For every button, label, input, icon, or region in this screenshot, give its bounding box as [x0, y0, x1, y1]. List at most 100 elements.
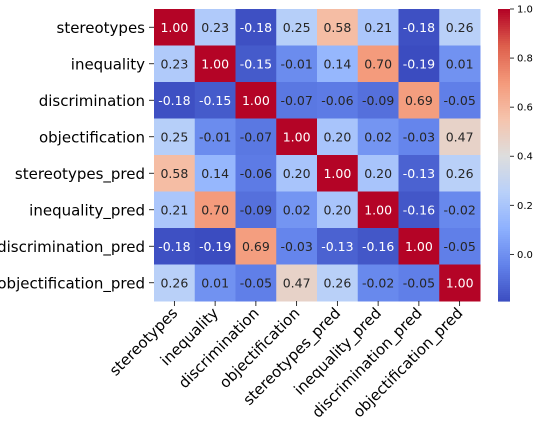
- heatmap-cell: [357, 45, 399, 83]
- colorbar-segment: [498, 291, 510, 294]
- heatmap-cell: [154, 9, 196, 46]
- cell-value-label: 1.00: [405, 239, 433, 254]
- heatmap-cell: [154, 264, 196, 302]
- cell-value-label: 0.58: [323, 20, 351, 35]
- colorbar-segment: [498, 211, 510, 214]
- heatmap-cell: [398, 82, 440, 119]
- y-tick-label: inequality_pred: [29, 201, 145, 220]
- colorbar-segment: [498, 93, 510, 96]
- colorbar-tick-label: 1.0: [517, 5, 533, 16]
- colorbar-segment: [498, 147, 510, 150]
- colorbar-segment: [498, 295, 510, 298]
- cell-value-label: 0.69: [405, 93, 433, 108]
- heatmap-cell: [154, 45, 196, 83]
- colorbar-segment: [498, 177, 510, 180]
- colorbar-tick-label: 0.2: [517, 201, 533, 212]
- heatmap-cell: [276, 155, 318, 192]
- cell-value-label: 0.23: [201, 20, 229, 35]
- colorbar-segment: [498, 141, 510, 144]
- cell-value-label: -0.18: [158, 93, 190, 108]
- colorbar-segment: [498, 241, 510, 244]
- cell-value-label: -0.05: [403, 275, 435, 290]
- colorbar-segment: [498, 59, 510, 62]
- cell-value-label: 1.00: [160, 20, 188, 35]
- colorbar-segment: [498, 31, 510, 34]
- cell-value-label: -0.05: [443, 93, 475, 108]
- colorbar-segment: [498, 181, 510, 184]
- colorbar-segment: [498, 287, 510, 290]
- colorbar-segment: [498, 139, 510, 142]
- cell-value-label: 1.00: [323, 166, 351, 181]
- cell-value-label: 0.14: [201, 166, 229, 181]
- cell-value-label: 0.70: [364, 56, 392, 71]
- colorbar: 1.0 0.8 0.6 0.4 0.2 0.0: [498, 5, 533, 302]
- heatmap-cell: [439, 191, 481, 229]
- colorbar-segment: [498, 145, 510, 148]
- colorbar-segment: [498, 195, 510, 198]
- colorbar-tick-label: 0.8: [517, 54, 533, 65]
- heatmap-cell: [317, 9, 359, 46]
- cell-value-label: 0.69: [242, 239, 270, 254]
- heatmap-cell: [357, 191, 399, 229]
- cell-value-label: 0.26: [446, 166, 474, 181]
- heatmap-cell: [154, 155, 196, 192]
- colorbar-segment: [498, 75, 510, 78]
- y-tick-label: objectification: [39, 128, 145, 146]
- heatmap-cell: [357, 9, 399, 46]
- heatmap-cell: [317, 45, 359, 83]
- colorbar-segment: [498, 129, 510, 132]
- y-tick-label: objectification_pred: [0, 274, 145, 293]
- heatmap-cell: [235, 191, 277, 229]
- heatmap-cell: [439, 228, 481, 265]
- colorbar-segment: [498, 163, 510, 166]
- colorbar-segment: [498, 49, 510, 52]
- heatmap-cell: [439, 264, 481, 302]
- heatmap-cell: [398, 264, 440, 302]
- colorbar-segment: [498, 105, 510, 108]
- colorbar-segment: [498, 109, 510, 112]
- colorbar-segment: [498, 299, 510, 302]
- colorbar-segment: [498, 225, 510, 228]
- colorbar-segment: [498, 113, 510, 116]
- cell-value-label: 0.01: [446, 56, 474, 71]
- colorbar-segment: [498, 87, 510, 90]
- colorbar-segment: [498, 251, 510, 254]
- cell-value-label: -0.05: [240, 275, 272, 290]
- heatmap-cell: [398, 45, 440, 83]
- colorbar-segment: [498, 99, 510, 102]
- cell-value-label: 0.26: [323, 275, 351, 290]
- colorbar-segment: [498, 127, 510, 130]
- colorbar-segment: [498, 165, 510, 168]
- colorbar-segment: [498, 63, 510, 66]
- colorbar-tick-label: 0.0: [517, 250, 533, 261]
- colorbar-segment: [498, 91, 510, 94]
- colorbar-segment: [498, 149, 510, 152]
- cell-value-label: 0.26: [160, 275, 188, 290]
- colorbar-segment: [498, 197, 510, 200]
- colorbar-segment: [498, 13, 510, 16]
- colorbar-segment: [498, 69, 510, 72]
- cell-value-label: 0.14: [323, 56, 351, 71]
- heatmap-cell: [154, 191, 196, 229]
- colorbar-segment: [498, 269, 510, 272]
- y-tick-label: discrimination: [39, 92, 145, 110]
- heatmap-cell: [317, 155, 359, 192]
- colorbar-segment: [498, 209, 510, 212]
- colorbar-segment: [498, 119, 510, 122]
- colorbar-segment: [498, 131, 510, 134]
- colorbar-segment: [498, 11, 510, 14]
- colorbar-segment: [498, 89, 510, 92]
- y-tick-label: stereotypes_pred: [15, 165, 145, 184]
- colorbar-segment: [498, 41, 510, 44]
- colorbar-tick-label: 0.6: [517, 103, 533, 114]
- heatmap-cell: [194, 9, 236, 46]
- colorbar-segment: [498, 245, 510, 248]
- cell-value-label: -0.19: [199, 239, 231, 254]
- colorbar-segment: [498, 29, 510, 32]
- cell-value-label: -0.09: [240, 202, 272, 217]
- colorbar-segment: [498, 121, 510, 124]
- heatmap-cell: [317, 82, 359, 119]
- colorbar-segment: [498, 47, 510, 50]
- colorbar-segment: [498, 229, 510, 232]
